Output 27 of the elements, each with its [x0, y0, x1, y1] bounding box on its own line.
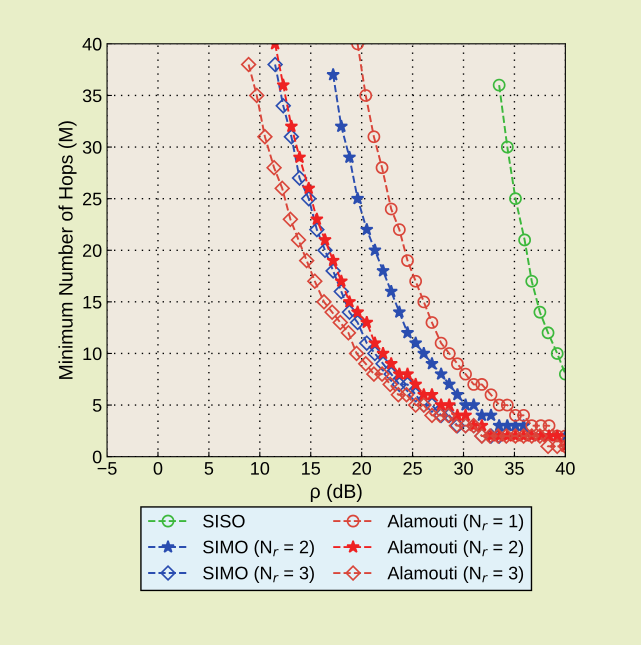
- x-tick-label: 40: [556, 462, 575, 475]
- y-tick-label: 25: [83, 192, 102, 206]
- x-tick-label: 35: [505, 462, 524, 475]
- y-tick-label: 15: [83, 296, 102, 309]
- legend-label: Alamouti (N$_{r}$ = 3): [387, 566, 524, 584]
- x-axis-title: ρ (dB): [310, 484, 362, 502]
- legend-label: Alamouti (N$_{r}$ = 1): [387, 514, 524, 532]
- x-tick-label: 0: [154, 462, 162, 475]
- legend-label: Alamouti (N$_{r}$ = 2): [387, 540, 524, 558]
- x-tick-label: 5: [204, 462, 214, 475]
- x-tick-label: 20: [352, 462, 372, 475]
- y-tick-label: 5: [92, 399, 102, 412]
- x-tick-label: 15: [302, 462, 320, 475]
- y-tick-label: 35: [82, 89, 102, 102]
- y-axis-title: Minimum Number of Hops (M): [58, 121, 77, 379]
- y-tick-label: 20: [83, 244, 102, 257]
- y-tick-label: 30: [82, 140, 102, 154]
- y-tick-label: 40: [82, 38, 102, 51]
- x-tick-label: 30: [454, 462, 473, 475]
- y-tick-label: 10: [83, 347, 102, 360]
- legend-label: SIMO (N$_{r}$ = 3): [203, 566, 314, 583]
- legend-label: SISO: [203, 514, 245, 528]
- x-tick-label: 25: [403, 462, 422, 475]
- x-tick-label: 10: [251, 462, 270, 475]
- legend-label: SIMO (N$_{r}$ = 2): [203, 540, 314, 557]
- x-tick-label: −5: [98, 462, 117, 475]
- y-tick-label: 0: [92, 450, 102, 464]
